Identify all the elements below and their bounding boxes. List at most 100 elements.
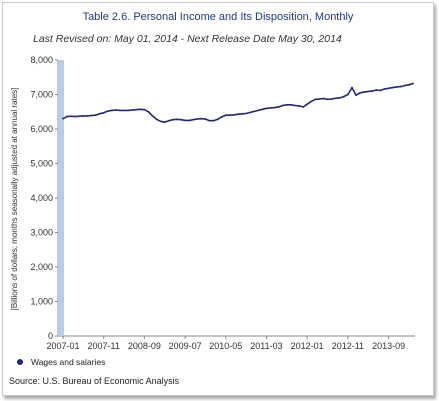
chart-frame: Table 2.6. Personal Income and Its Dispo… — [2, 2, 434, 396]
data-point — [188, 119, 191, 122]
data-point — [123, 109, 125, 112]
data-point — [94, 114, 97, 117]
first-point-band — [58, 60, 64, 336]
chart-title: Table 2.6. Personal Income and Its Dispo… — [82, 11, 354, 23]
x-tick-label: 2007-11 — [88, 341, 120, 351]
data-point — [265, 107, 268, 110]
data-point — [245, 112, 248, 115]
data-point — [298, 104, 300, 107]
data-point — [403, 84, 406, 87]
data-point — [326, 98, 329, 101]
data-point — [151, 114, 154, 117]
data-point — [90, 114, 93, 117]
series-line-wages-and-salaries — [62, 82, 414, 123]
data-point — [220, 116, 223, 118]
data-point — [176, 118, 178, 121]
data-point — [196, 118, 199, 120]
data-point — [338, 97, 341, 99]
y-tick-label: 0 — [48, 331, 53, 341]
data-point — [294, 104, 296, 107]
data-point — [375, 89, 378, 91]
data-point — [334, 97, 337, 100]
data-point — [184, 119, 186, 122]
x-tick-label: 2008-09 — [128, 341, 161, 351]
data-point — [330, 98, 333, 100]
data-point — [379, 89, 382, 92]
data-point — [285, 103, 288, 106]
x-axis: 2007-01 2007-11 2008-09 2009-07 2010-05 2011-… — [46, 335, 415, 351]
data-point — [147, 110, 150, 113]
data-point — [171, 118, 174, 121]
data-point — [249, 111, 252, 114]
y-tick-label: 5,000 — [30, 159, 53, 169]
x-tick-label: 2011-03 — [250, 341, 282, 351]
data-point — [346, 93, 349, 96]
data-point — [82, 114, 85, 117]
data-point — [70, 115, 73, 118]
data-point — [359, 91, 361, 94]
data-point — [131, 109, 134, 111]
y-tick-label: 7,000 — [30, 90, 53, 100]
data-point — [387, 87, 390, 90]
data-point — [204, 118, 207, 120]
data-point — [216, 118, 219, 121]
data-point — [212, 119, 215, 122]
data-point — [233, 113, 235, 116]
data-point — [102, 111, 105, 114]
source-note: Source: U.S. Bureau of Economic Analysis — [9, 376, 180, 386]
y-axis: 0 1,000 2,000 3,000 4,000 5,000 6,000 7,000 8,00… — [30, 55, 59, 341]
series-layer — [58, 60, 414, 336]
data-point — [261, 108, 264, 111]
y-tick-label: 2,000 — [30, 262, 53, 272]
data-point — [241, 112, 243, 115]
data-point — [66, 115, 68, 118]
y-tick-label: 8,000 — [30, 55, 53, 65]
legend-label: Wages and salaries — [31, 357, 106, 367]
y-tick-label: 4,000 — [30, 193, 53, 203]
data-point — [224, 114, 227, 117]
data-point — [159, 120, 162, 123]
data-point — [408, 83, 410, 86]
data-point — [391, 86, 394, 89]
data-point — [363, 91, 366, 93]
y-tick-label: 3,000 — [30, 228, 53, 238]
data-point — [115, 109, 117, 111]
data-point — [355, 94, 357, 97]
data-point — [273, 106, 276, 109]
data-point — [383, 88, 386, 90]
x-tick-label: 2010-05 — [209, 341, 242, 351]
data-point — [110, 109, 113, 112]
data-point — [253, 110, 256, 113]
data-point — [302, 106, 305, 108]
data-point — [119, 109, 121, 112]
data-point — [200, 117, 203, 120]
data-point — [143, 108, 146, 111]
data-point — [163, 121, 166, 123]
chart-subtitle: Last Revised on: May 01, 2014 - Next Rel… — [33, 33, 342, 45]
data-point — [127, 109, 130, 112]
data-point — [367, 90, 370, 93]
x-tick-label: 2007-01 — [46, 341, 79, 351]
data-point — [412, 82, 414, 85]
data-point — [310, 100, 313, 103]
data-point — [74, 115, 77, 118]
data-point — [139, 108, 142, 111]
data-point — [208, 119, 211, 122]
data-point — [257, 109, 260, 112]
data-point — [237, 113, 239, 116]
x-tick-label: 2012-01 — [291, 341, 324, 351]
data-point — [269, 107, 272, 109]
y-axis-label: [Billions of dollars; months seasonally … — [10, 88, 19, 311]
data-point — [322, 97, 325, 100]
data-point — [290, 103, 292, 106]
y-tick-label: 6,000 — [30, 124, 53, 134]
data-point — [155, 118, 158, 121]
x-tick-label: 2009-07 — [169, 341, 202, 351]
data-point — [306, 103, 309, 106]
line-chart: 0 1,000 2,000 3,000 4,000 5,000 6,000 7,000 8,00… — [10, 55, 415, 351]
data-point — [228, 114, 231, 117]
legend-marker — [17, 359, 23, 365]
data-point — [281, 104, 284, 107]
data-point — [351, 86, 353, 89]
data-point — [167, 119, 170, 122]
